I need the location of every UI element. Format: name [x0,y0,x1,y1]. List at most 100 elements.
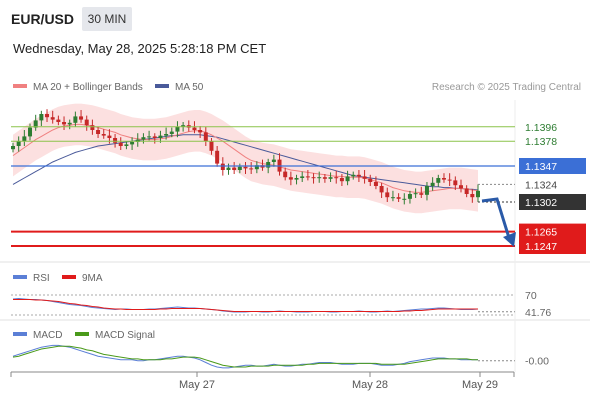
x-tick-label: May 27 [179,379,215,391]
candle-body [447,179,452,181]
candle-body [271,159,276,162]
ma20-legend-swatch [13,84,27,88]
candle-body [419,193,424,195]
candle-body [311,177,316,179]
candle-body [379,186,384,193]
candle-body [192,127,197,130]
candle-body [50,117,55,120]
candle-body [334,177,339,179]
candle-body [390,197,395,199]
candle-body [101,134,106,136]
candle-body [158,135,163,138]
resistance-label: 1.1396 [525,122,557,134]
candle-body [288,177,293,180]
candle-body [470,194,475,198]
candle-body [33,120,38,128]
candle-body [464,188,469,194]
ma50-legend-label: MA 50 [175,82,204,93]
macd-signal-legend-swatch [75,332,89,336]
candle-body [175,126,180,132]
price-legend: MA 20 + Bollinger Bands MA 50 Research ©… [13,82,581,93]
candle-body [62,122,67,125]
candle-body [249,168,254,170]
symbol-label: EUR/USD [11,11,75,27]
ma50-legend-swatch [155,84,169,88]
rsi-ma-line [13,299,478,312]
candle-body [396,197,401,199]
candle-body [424,186,429,195]
candle-body [84,119,89,126]
candle-body [322,177,327,179]
candle-body [237,166,242,170]
candle-body [209,141,214,151]
candle-body [96,130,101,134]
candle-body [198,130,203,133]
candle-body [107,135,112,138]
candle-body [368,178,373,182]
rsi-ma-legend-label: 9MA [82,273,103,284]
candle-body [113,138,118,143]
pivot-box [519,158,586,174]
datetime-label: Wednesday, May 28, 2025 5:28:18 PM CET [13,41,267,56]
candle-body [39,114,44,121]
candle-body [345,176,350,182]
candle-body [373,182,378,186]
support-label: 1.1265 [525,227,557,239]
candle-body [476,190,480,198]
candle-body [22,136,27,142]
rsi-legend-swatch [13,275,27,279]
support-box [519,223,586,240]
bollinger-band [13,103,478,214]
candle-body [152,136,157,138]
candle-body [441,178,446,180]
candle-body [283,171,288,178]
candle-body [407,194,412,199]
macd-panel: -0.00 [12,344,549,369]
ma50-line [12,134,479,191]
candle-body [28,127,33,137]
support-box [519,238,586,254]
candle-body [254,165,259,170]
candle-body [232,167,237,170]
candle-body [45,114,50,118]
candle-body [305,176,310,178]
last-high-label: 1.1324 [525,179,557,191]
candle-body [164,134,169,136]
candle-body [430,182,435,186]
candle-body [147,136,152,138]
candle-body [453,180,458,186]
candle-body [141,137,146,140]
candle-body [67,122,72,125]
levels-layer: 1.1396 1.1378 1.1347 1.1324 1.1302 1.1265 1.12… [11,122,586,254]
rsi-legend-label: RSI [33,273,50,284]
candle-body [458,185,463,189]
macd-tick-label: -0.00 [525,356,549,368]
candle-body [436,178,441,183]
candle-body [203,132,208,142]
candle-body [402,198,407,200]
candle-body [243,166,248,169]
candle-body [385,192,390,198]
rsi-panel: 70 41.76 [11,290,551,319]
rsi-tick-label: 70 [525,290,537,302]
candle-body [266,162,271,168]
rsi-legend: RSI 9MA [13,273,103,284]
macd-legend-label: MACD [33,330,62,341]
macd-legend-swatch [13,332,27,336]
rsi-tick-label: 41.76 [525,307,551,319]
current-price-box [519,194,586,210]
pivot-label: 1.1347 [525,161,557,173]
candle-body [16,141,21,146]
forecast-arrow [481,197,512,242]
rsi-ma-legend-swatch [62,275,76,279]
candle-body [11,146,15,150]
timeframe-badge[interactable]: 30 MIN [82,7,132,31]
candle-body [300,176,305,178]
candle-body [351,174,356,177]
candle-body [220,163,225,170]
candle-body [328,177,333,179]
candle-body [226,167,231,170]
candle-body [215,150,220,164]
resistance-label: 1.1378 [525,136,557,148]
